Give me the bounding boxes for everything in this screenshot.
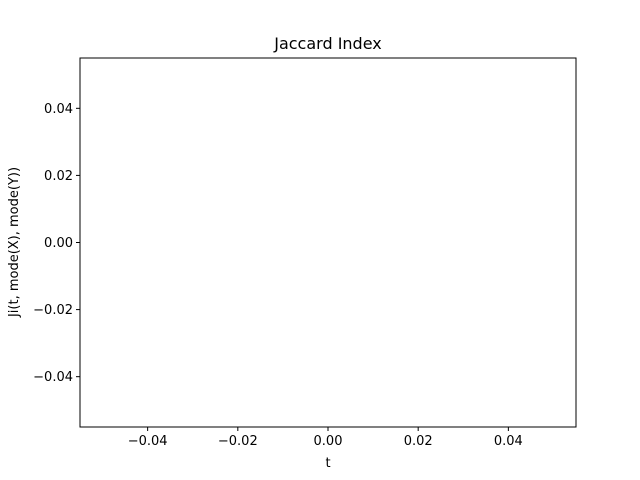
y-tick-label: 0.04 (44, 102, 73, 117)
plot-area (79, 57, 577, 428)
x-tick-label: 0.04 (494, 434, 523, 449)
x-tick-label: −0.02 (218, 434, 258, 449)
x-tick-label: 0.02 (404, 434, 433, 449)
y-tick-label: −0.02 (33, 303, 73, 318)
y-tick-label: 0.02 (44, 169, 73, 184)
y-tick-label: −0.04 (33, 370, 73, 385)
y-axis-label: Ji(t, mode(X), mode(Y)) (7, 167, 22, 318)
x-axis-label: t (325, 456, 330, 471)
y-tick-label: 0.00 (44, 236, 73, 251)
x-tick-label: −0.04 (128, 434, 168, 449)
chart-title: Jaccard Index (273, 34, 382, 53)
y-axis: 0.04 0.02 0.00 −0.02 −0.04 (33, 102, 80, 385)
x-tick-label: 0.00 (314, 434, 343, 449)
x-axis: −0.04 −0.02 0.00 0.02 0.04 (128, 427, 523, 449)
